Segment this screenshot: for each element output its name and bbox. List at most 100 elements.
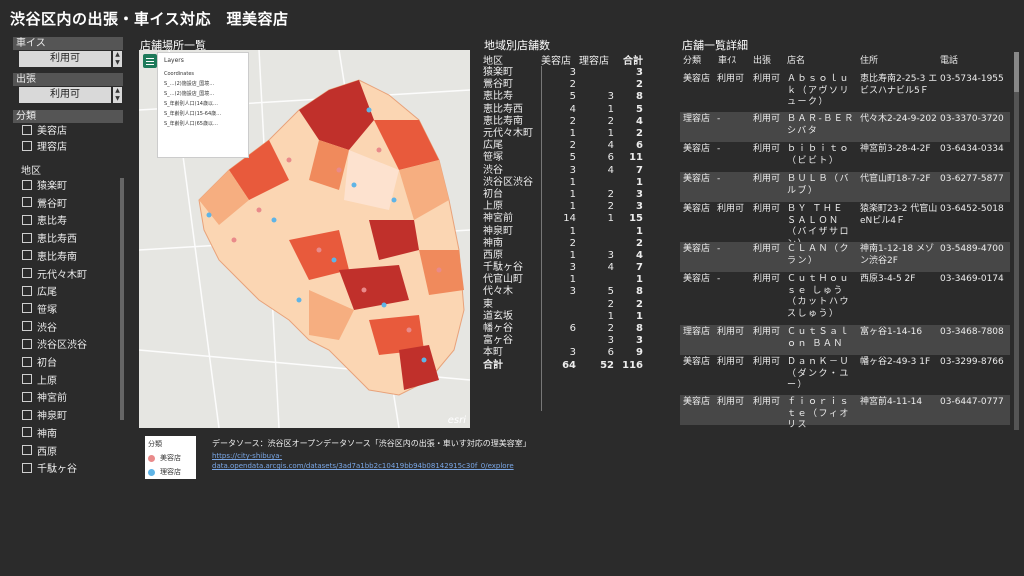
district-option[interactable]: 恵比寿西 <box>22 230 77 245</box>
layer-item[interactable]: S_…(2)施設店_国境… <box>164 91 215 97</box>
checkbox[interactable] <box>22 232 32 243</box>
district-option[interactable]: 恵比寿南 <box>22 248 77 263</box>
district-option[interactable]: 代官山町 <box>22 478 77 480</box>
district-option[interactable]: 初台 <box>22 354 57 369</box>
chevron-up-icon[interactable]: ▲ <box>115 87 120 94</box>
district-option[interactable]: 笹塚 <box>22 301 57 316</box>
checkbox[interactable] <box>22 250 32 261</box>
layer-item[interactable]: Coordinates <box>164 71 195 77</box>
table-row[interactable]: 理容店 利用可 利用可 ＣｕｔＳａｌｏｎ ＢＡＮ 富ヶ谷1-14-16 03-3468-7… <box>680 325 1010 355</box>
table-row[interactable]: 美容店 - 利用可 ＣｕｔＨｏｕｓｅ しゅう（カットハウスしゅう） 西原3-4-5 2F… <box>680 272 1010 325</box>
chevron-down-icon[interactable]: ▼ <box>115 95 120 102</box>
column-header[interactable]: 出張 <box>753 56 772 66</box>
table-cell: 猿楽町 <box>483 67 513 79</box>
table-cell: 上原 <box>483 201 503 213</box>
layer-item[interactable]: S_年齢別人口(14歳以… <box>164 101 218 107</box>
checkbox[interactable] <box>22 179 32 190</box>
table-row[interactable]: 美容店 - 利用可 ＣＬＡＮ（クラン） 神南1-12-18 メゾン渋谷2F 03-5489… <box>680 242 1010 272</box>
checkbox[interactable] <box>22 409 32 420</box>
trip-filter-select[interactable]: 利用可 <box>19 87 111 103</box>
district-option[interactable]: 神南 <box>22 425 57 440</box>
shop-trip-cell: 利用可 <box>753 114 781 124</box>
map[interactable]: Layers Coordinates S_…(2)施設店_国境… S_…(2)施設店… <box>139 50 470 428</box>
layer-item[interactable]: S_…(2)施設店_国境… <box>164 81 215 87</box>
checkbox[interactable] <box>22 338 32 349</box>
layer-item[interactable]: S_年齢別人口(65歳以… <box>164 121 218 127</box>
district-option[interactable]: 渋谷区渋谷 <box>22 336 87 351</box>
layers-panel[interactable]: Layers Coordinates S_…(2)施設店_国境… S_…(2)施設店… <box>157 52 249 158</box>
table-cell: 鶯谷町 <box>483 79 513 91</box>
table-cell: 2 <box>569 115 576 127</box>
trip-filter-spinner[interactable]: ▲ ▼ <box>113 87 122 103</box>
chevron-down-icon[interactable]: ▼ <box>115 59 120 66</box>
checkbox[interactable] <box>22 321 32 332</box>
checkbox[interactable] <box>22 356 32 367</box>
table-cell: 7 <box>636 262 643 274</box>
layer-item[interactable]: S_年齢別人口(15-64歳… <box>164 111 222 117</box>
table-row[interactable]: 美容店 利用可 利用可 ＤａｎＫ－Ｕ（ダンク・ユー） 幡ヶ谷2-49-3 1F 03-32… <box>680 355 1010 395</box>
checkbox[interactable] <box>22 391 32 402</box>
table-row[interactable]: 理容店 - 利用可 ＢＡＲ-ＢＥＲ シバタ 代々木2-24-9-202 03-3370-3… <box>680 112 1010 142</box>
checkbox[interactable] <box>22 140 32 151</box>
district-option[interactable]: 西原 <box>22 443 57 458</box>
district-option[interactable]: 猿楽町 <box>22 177 67 192</box>
checkbox[interactable] <box>22 427 32 438</box>
column-header[interactable]: 電話 <box>940 56 959 66</box>
checkbox[interactable] <box>22 124 32 135</box>
district-option[interactable]: 元代々木町 <box>22 266 87 281</box>
district-option[interactable]: 神泉町 <box>22 407 67 422</box>
shop-list-scrollbar[interactable] <box>1014 52 1019 430</box>
checkbox[interactable] <box>22 197 32 208</box>
district-option[interactable]: 鶯谷町 <box>22 195 67 210</box>
checkbox[interactable] <box>22 214 32 225</box>
column-header[interactable]: 地区 <box>483 56 503 67</box>
shop-wheel-cell: - <box>717 144 721 154</box>
table-row[interactable]: 美容店 - 利用可 ｂｉｂｉｔｏ（ビビト） 神宮前3-28-4-2F 03-6434-03… <box>680 142 1010 172</box>
district-option[interactable]: 上原 <box>22 372 57 387</box>
checkbox[interactable] <box>22 374 32 385</box>
shop-kind-cell: 美容店 <box>683 397 711 407</box>
table-cell: 116 <box>622 359 643 371</box>
shop-kind-cell: 美容店 <box>683 204 711 214</box>
shop-wheel-cell: - <box>717 114 721 124</box>
column-header[interactable]: 店名 <box>787 56 806 66</box>
chevron-up-icon[interactable]: ▲ <box>115 51 120 58</box>
shop-name-cell: ｂｉｂｉｔｏ（ビビト） <box>787 144 851 166</box>
shop-kind-cell: 理容店 <box>683 327 711 337</box>
checkbox[interactable] <box>22 303 32 314</box>
district-option[interactable]: 神宮前 <box>22 389 67 404</box>
map-canvas[interactable] <box>139 50 470 428</box>
checkbox[interactable] <box>22 445 32 455</box>
shop-trip-cell: 利用可 <box>753 327 781 337</box>
checkbox[interactable] <box>22 268 32 278</box>
district-scrollbar[interactable] <box>120 178 124 420</box>
district-option[interactable]: 千駄ヶ谷 <box>22 460 77 475</box>
district-option[interactable]: 恵比寿 <box>22 212 67 227</box>
data-source-link[interactable]: https://city-shibuya-data.opendata.arcgi… <box>212 452 514 470</box>
table-cell: 2 <box>607 323 614 335</box>
category-option[interactable]: 理容店 <box>22 138 67 153</box>
table-row[interactable]: 美容店 利用可 利用可 Ａｂｓｏｌｕｋ（アヴソリューク） 恵比寿南2-25-3 エビスハ… <box>680 72 1010 112</box>
shop-trip-cell: 利用可 <box>753 397 781 407</box>
wheelchair-filter-select[interactable]: 利用可 <box>19 51 111 67</box>
table-cell: 3 <box>569 347 576 359</box>
wheelchair-filter-spinner[interactable]: ▲ ▼ <box>113 51 122 67</box>
category-option[interactable]: 美容店 <box>22 122 67 137</box>
checkbox[interactable] <box>22 462 32 473</box>
column-header[interactable]: 理容店 <box>579 56 609 67</box>
shop-list-scroll-thumb[interactable] <box>1014 52 1019 92</box>
layers-menu-icon[interactable] <box>143 54 157 68</box>
column-header[interactable]: 住所 <box>860 56 879 66</box>
shop-wheel-cell: 利用可 <box>717 397 745 407</box>
table-row[interactable]: 美容店 利用可 利用可 ｆｉｏｒｉｓｔｅ（フィオリス 神宮前4-11-14 03-6447… <box>680 395 1010 430</box>
column-header[interactable]: 分類 <box>683 56 702 66</box>
column-header[interactable]: 合計 <box>623 56 643 67</box>
column-header[interactable]: 車ｲｽ <box>718 56 737 66</box>
district-option[interactable]: 広尾 <box>22 283 57 298</box>
table-cell <box>579 238 617 250</box>
district-option[interactable]: 渋谷 <box>22 319 57 334</box>
column-header[interactable]: 美容店 <box>541 56 571 67</box>
checkbox[interactable] <box>22 285 32 296</box>
table-row[interactable]: 美容店 - 利用可 ＢＵＬＢ（バルブ） 代官山町18-7-2F 03-6277-5877 <box>680 172 1010 202</box>
